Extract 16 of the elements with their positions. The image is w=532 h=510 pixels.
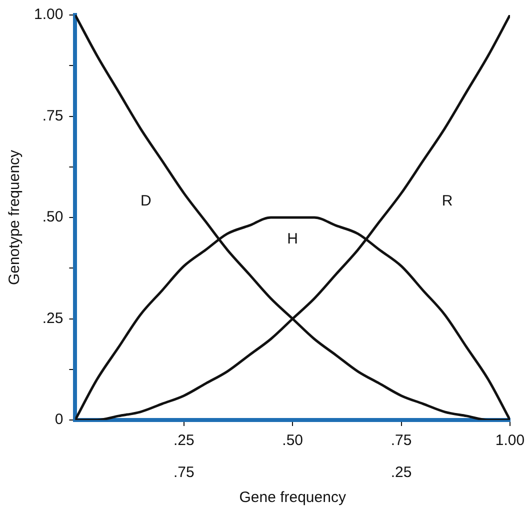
y-tick-label: 1.00 xyxy=(34,6,64,24)
x-tick-label: 1.00 xyxy=(495,432,525,450)
x-axis-title: Gene frequency xyxy=(239,489,346,506)
x-tick-label: .25 xyxy=(173,432,194,450)
x2-tick-label: .75 xyxy=(173,464,194,482)
y-tick-label: .25 xyxy=(42,310,64,327)
series-label: D xyxy=(140,192,152,210)
x-tick-label: .50 xyxy=(282,432,304,450)
y-axis-title: Genotype frequency xyxy=(6,149,24,286)
x-tick-label: .75 xyxy=(390,432,412,450)
text: R xyxy=(442,192,453,210)
y-tick-label: .75 xyxy=(42,107,64,124)
y-tick-label: .50 xyxy=(42,208,64,226)
x2-tick-label: .25 xyxy=(390,464,412,482)
y-tick-label: 0 xyxy=(54,411,64,428)
series-label: H xyxy=(287,230,298,248)
